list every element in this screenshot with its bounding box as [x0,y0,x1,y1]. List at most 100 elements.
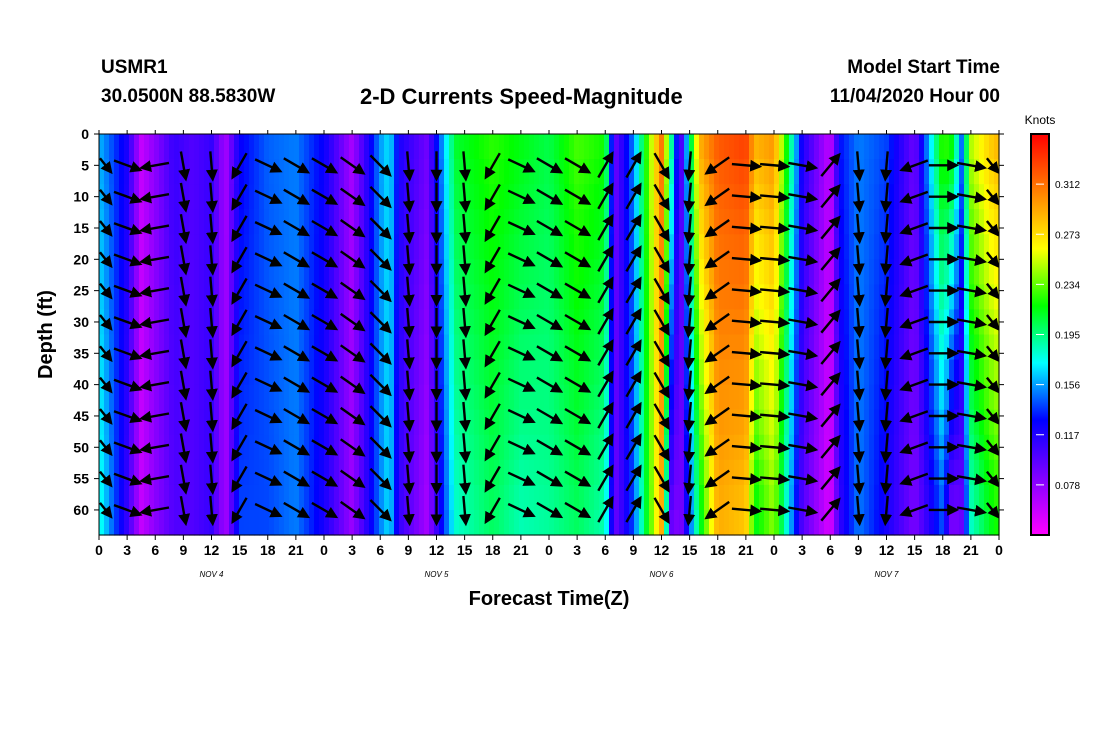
current-arrow [704,219,730,238]
heatmap-cell [279,334,285,361]
heatmap-cell [419,209,425,235]
heatmap-cell [129,384,135,411]
heatmap-cell [979,384,985,411]
heatmap-cell [669,509,675,536]
heatmap-cell [419,484,425,511]
heatmap-cell [284,284,290,311]
heatmap-cell [524,434,530,461]
current-arrow [178,245,191,276]
heatmap-cell [134,259,140,285]
heatmap-cell [574,509,580,536]
current-arrow [402,307,415,339]
current-arrow [507,377,536,392]
heatmap-cell [229,309,235,336]
heatmap-cell [539,184,545,210]
current-arrow [536,407,564,425]
current-arrow [899,284,929,298]
heatmap-cell [644,459,650,486]
heatmap-cell [894,309,900,336]
heatmap-cell [929,234,935,260]
heatmap-cell [809,284,815,311]
heatmap-cell [139,259,145,285]
current-arrow [283,313,311,331]
heatmap-cell [784,159,790,185]
heatmap-cell [919,434,925,461]
heatmap-cell [629,234,635,260]
heatmap-cell [549,284,555,311]
heatmap-cell [874,234,880,260]
heatmap-cell [119,484,125,511]
heatmap-cell [514,234,520,260]
heatmap-cell [759,459,765,486]
heatmap-cell [524,209,530,235]
heatmap-cell [859,334,865,361]
heatmap-cell [824,484,830,511]
heatmap-cell [329,484,335,511]
heatmap-cell [599,234,605,260]
heatmap-cell [889,509,895,536]
current-arrow [113,503,143,518]
heatmap-cell [344,184,350,210]
heatmap-cell [729,134,735,160]
heatmap-cell [924,359,930,386]
heatmap-cell [139,459,145,486]
current-arrow [113,190,143,204]
current-arrow [231,152,248,180]
heatmap-cell [114,484,120,511]
heatmap-cell [339,434,345,461]
current-arrow [340,469,366,488]
heatmap-cell [609,409,615,436]
heatmap-cell [509,284,515,311]
heatmap-cell [389,284,395,311]
heatmap-cell [839,484,845,511]
heatmap-cell [159,259,165,285]
heatmap-cell [524,259,530,285]
heatmap-cell [744,284,750,311]
heatmap-cell [389,459,395,486]
heatmap-cell [639,159,645,185]
heatmap-cell [919,484,925,511]
heatmap-cell [314,359,320,386]
current-arrow [704,438,730,457]
heatmap-cell [119,359,125,386]
heatmap-cell [799,459,805,486]
heatmap-cell [964,409,970,436]
heatmap-cell [234,234,240,260]
current-arrow [704,156,730,175]
heatmap-cell [874,334,880,361]
heatmap-cell [619,184,625,210]
heatmap-cell [684,184,690,210]
heatmap-cell [329,434,335,461]
heatmap-cell [994,134,1000,160]
x-tick-label: 0 [545,542,553,558]
heatmap-cell [589,459,595,486]
heatmap-cell [529,209,535,235]
heatmap-cell [424,284,430,311]
heatmap-cell [109,309,115,336]
heatmap-cell [159,134,165,160]
heatmap-cell [534,309,540,336]
heatmap-cell [489,459,495,486]
heatmap-cell [794,259,800,285]
heatmap-cell [299,384,305,411]
heatmap-cell [429,384,435,411]
heatmap-cell [309,409,315,436]
heatmap-cell [499,434,505,461]
heatmap-cell [339,309,345,336]
heatmap-cell [824,359,830,386]
heatmap-cell [704,459,710,486]
current-arrow [458,401,471,433]
heatmap-cell [109,234,115,260]
heatmap-cell [889,159,895,185]
heatmap-cell [469,134,475,160]
heatmap-cell [414,284,420,311]
heatmap-cell [974,359,980,386]
heatmap-cell [304,459,310,486]
heatmap-cell [379,459,385,486]
current-arrow [340,438,366,457]
heatmap-cell [769,384,775,411]
heatmap-cell [109,134,115,160]
heatmap-cell [194,359,200,386]
heatmap-cell [979,284,985,311]
model-start-label: Model Start Time [847,57,1000,78]
